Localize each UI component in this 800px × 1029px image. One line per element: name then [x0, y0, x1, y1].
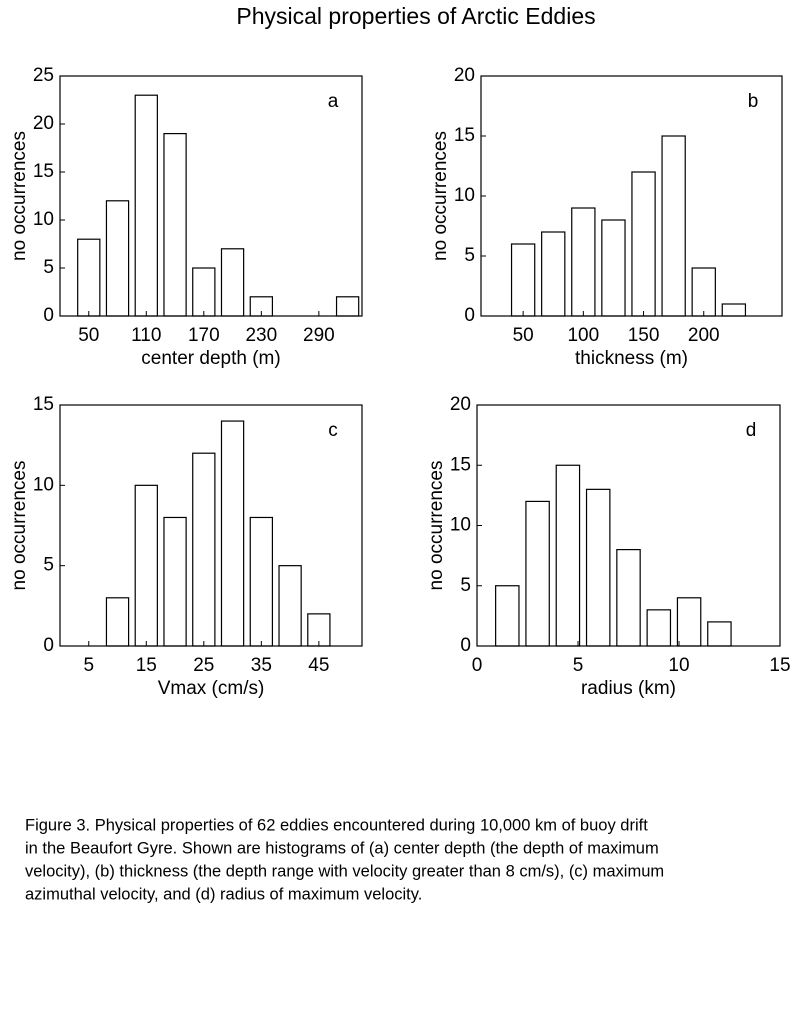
bar: [525, 500, 550, 647]
x-tick-label: 45: [308, 655, 329, 676]
y-tick-label: 25: [33, 65, 54, 86]
x-tick-label: 200: [688, 325, 720, 346]
y-tick-label: 0: [460, 635, 471, 656]
bar: [192, 452, 216, 647]
x-axis-label: center depth (m): [141, 348, 280, 369]
panel-label: b: [748, 91, 759, 112]
bar: [163, 516, 187, 647]
bar: [220, 420, 245, 647]
y-tick-label: 15: [33, 161, 54, 182]
caption-line: azimuthal velocity, and (d) radius of ma…: [25, 885, 422, 903]
panel: 0 5 10 15 20 0 5 10 15 radius (km) no occurrences d: [426, 394, 791, 699]
y-tick-label: 20: [454, 65, 475, 86]
bar: [555, 464, 581, 647]
caption-line: Figure 3. Physical properties of 62 eddi…: [25, 816, 648, 834]
bar: [585, 488, 611, 647]
bar: [105, 597, 130, 647]
x-tick-label: 100: [567, 325, 599, 346]
x-tick-label: 290: [303, 325, 335, 346]
y-tick-label: 0: [464, 305, 475, 326]
y-tick-label: 5: [460, 575, 471, 596]
panel: 0 5 10 15 5 15 25 35 45 Vmax (cm/s) no occurrences…: [9, 394, 363, 699]
caption: Figure 3. Physical properties of 62 eddi…: [25, 816, 664, 903]
y-tick-label: 5: [464, 245, 475, 266]
bar: [163, 133, 187, 317]
bar: [616, 548, 641, 647]
y-axis-label: no occurrences: [426, 461, 447, 591]
bar: [541, 231, 566, 317]
bar: [510, 243, 536, 317]
y-tick-label: 20: [33, 113, 54, 134]
panel-label: d: [746, 420, 757, 441]
y-tick-label: 10: [33, 209, 54, 230]
x-tick-label: 15: [769, 655, 790, 676]
plot-frame: [59, 404, 363, 647]
bar: [601, 219, 626, 317]
bar: [249, 516, 274, 647]
y-axis-label: no occurrences: [430, 131, 451, 261]
bar: [661, 135, 686, 317]
x-tick-label: 10: [668, 655, 689, 676]
x-tick-label: 0: [472, 655, 483, 676]
bar: [495, 585, 520, 647]
x-axis-label: Vmax (cm/s): [158, 678, 265, 699]
y-tick-label: 15: [454, 125, 475, 146]
x-tick-label: 150: [628, 325, 660, 346]
bar: [220, 248, 245, 317]
panel-label: a: [328, 91, 339, 112]
bar: [134, 484, 158, 647]
y-tick-label: 0: [43, 305, 54, 326]
bar: [631, 171, 656, 317]
y-tick-label: 20: [450, 394, 471, 415]
caption-line: in the Beaufort Gyre. Shown are histogra…: [25, 839, 659, 857]
plot-frame: [59, 75, 363, 317]
x-tick-label: 5: [83, 655, 94, 676]
y-axis-label: no occurrences: [9, 131, 30, 261]
y-tick-label: 5: [43, 257, 54, 278]
bar: [335, 296, 360, 317]
bar: [646, 609, 672, 647]
x-tick-label: 230: [245, 325, 277, 346]
y-tick-label: 10: [450, 515, 471, 536]
bar: [691, 267, 716, 317]
y-tick-label: 10: [454, 185, 475, 206]
y-tick-label: 0: [43, 635, 54, 656]
x-tick-label: 110: [131, 325, 161, 346]
x-axis-label: radius (km): [581, 678, 676, 699]
bar: [707, 621, 732, 647]
y-axis-label: no occurrences: [9, 461, 30, 591]
x-tick-label: 50: [78, 325, 99, 346]
x-axis-label: thickness (m): [575, 348, 688, 369]
y-tick-label: 15: [33, 394, 54, 415]
x-tick-label: 50: [513, 325, 534, 346]
y-tick-label: 15: [450, 454, 471, 475]
figure-title: Physical properties of Arctic Eddies: [236, 3, 595, 29]
x-tick-label: 5: [573, 655, 584, 676]
x-tick-label: 35: [251, 655, 272, 676]
panel-label: c: [328, 420, 338, 441]
bar: [192, 267, 216, 317]
bar: [77, 238, 101, 317]
bar: [721, 303, 747, 317]
bar: [676, 597, 702, 647]
caption-line: velocity), (b) thickness (the depth rang…: [25, 862, 664, 880]
y-tick-label: 10: [33, 474, 54, 495]
bar: [134, 94, 158, 317]
bar: [105, 200, 130, 317]
y-tick-label: 5: [43, 555, 54, 576]
panel: 0 5 10 15 20 25 50 110 170 230 290 center depth (m)…: [9, 65, 363, 369]
bar: [278, 565, 302, 647]
bar: [571, 207, 596, 317]
x-tick-label: 170: [188, 325, 220, 346]
x-tick-label: 15: [136, 655, 157, 676]
x-tick-label: 25: [193, 655, 214, 676]
